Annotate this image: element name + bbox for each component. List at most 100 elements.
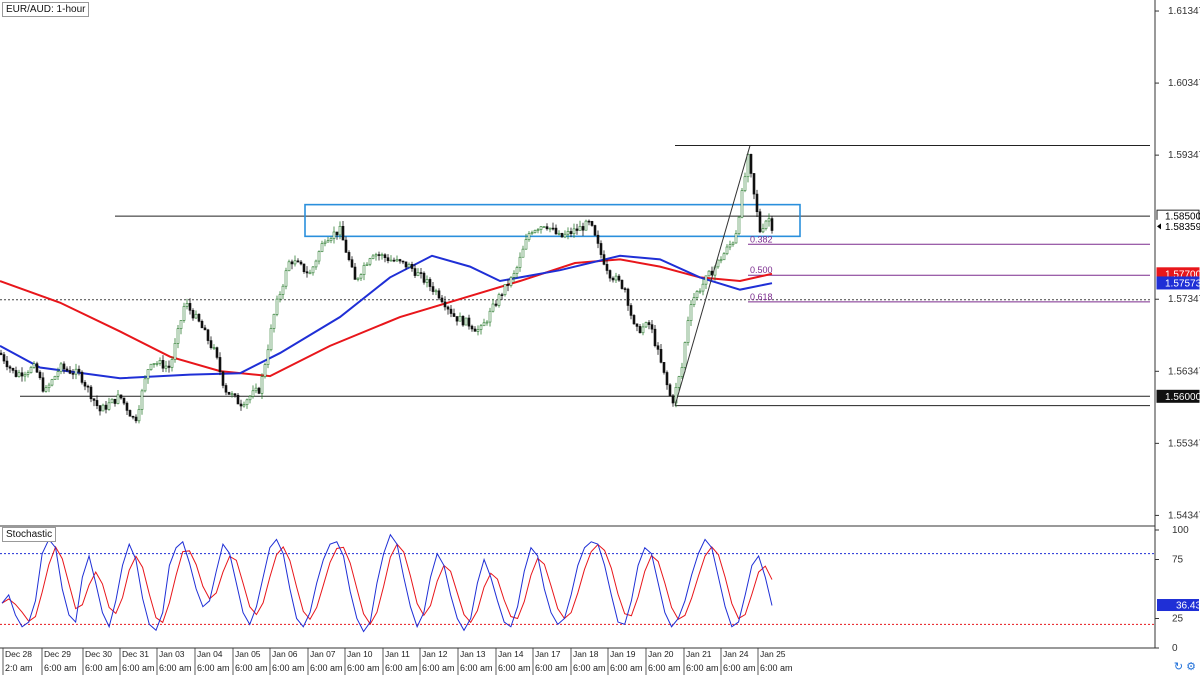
candle-body: [698, 290, 702, 293]
candle-body: [671, 395, 675, 404]
candle-body: [584, 220, 588, 231]
candle-body: [41, 377, 45, 392]
candle-body: [29, 367, 33, 373]
candle-body: [632, 315, 636, 325]
candle-body: [461, 315, 465, 326]
time-label: 6:00 am: [610, 663, 643, 673]
candle-body: [11, 367, 15, 371]
candle-body: [377, 254, 381, 256]
candle-body: [383, 254, 387, 258]
candle-body: [155, 363, 159, 365]
candle-body: [17, 372, 21, 377]
candle-body: [170, 359, 174, 368]
candle-body: [305, 271, 309, 274]
candle-body: [548, 227, 552, 230]
candle-body: [44, 387, 48, 392]
resistance-zone[interactable]: [304, 203, 801, 238]
candle-body: [323, 241, 327, 244]
candle-body: [503, 284, 507, 296]
fibonacci-retracement[interactable]: 0.382 0.500 0.618: [748, 234, 1150, 303]
candle-body: [455, 316, 459, 322]
candle-body: [563, 233, 567, 238]
candle-body: [203, 327, 207, 331]
candle-body: [551, 227, 555, 230]
date-label: Jan 21: [686, 649, 712, 659]
candle-body: [656, 345, 660, 350]
candle-body: [161, 360, 165, 369]
time-label: 6:00 am: [310, 663, 343, 673]
price-tag-label: 1.58359: [1165, 222, 1200, 233]
candle-body: [107, 402, 111, 410]
candle-body: [50, 379, 54, 386]
stochastic-d-line: [1, 543, 773, 625]
candle-body: [545, 226, 549, 230]
candle-body: [677, 376, 681, 388]
current-price-marker: [1157, 223, 1161, 230]
candle-body: [668, 384, 672, 397]
candle-body: [320, 243, 324, 252]
stochastic-k-line: [1, 533, 773, 633]
candle-body: [317, 251, 321, 262]
candle-body: [191, 310, 195, 319]
candle-body: [608, 270, 612, 279]
candle-body: [506, 284, 510, 286]
candle-body: [47, 384, 51, 388]
candle-body: [701, 283, 705, 292]
candle-body: [680, 367, 684, 377]
trend-line[interactable]: [674, 145, 751, 406]
date-label: Jan 12: [422, 649, 448, 659]
slow-ma-line: [0, 258, 773, 378]
candle-body: [665, 372, 669, 386]
stochastic-axis-ticks: 100 75 25 0 36.43: [1155, 525, 1200, 654]
candle-body: [119, 394, 123, 399]
candle-body: [725, 246, 729, 255]
date-label: Jan 25: [760, 649, 786, 659]
candle-body: [299, 261, 303, 265]
candle-body: [221, 371, 225, 386]
candle-body: [602, 254, 606, 265]
candle-body: [638, 326, 642, 334]
time-label: 6:00 am: [347, 663, 380, 673]
candle-body: [518, 256, 522, 268]
date-label: Jan 10: [347, 649, 373, 659]
time-label: 6:00 am: [460, 663, 493, 673]
candle-body: [254, 387, 258, 392]
candle-body: [2, 354, 6, 362]
price-tick-label: 1.59347: [1168, 150, 1200, 161]
candle-body: [542, 226, 546, 228]
candle-body: [491, 303, 495, 312]
price-tag-box: [1156, 276, 1200, 290]
date-label: Jan 24: [723, 649, 749, 659]
price-tag-label: 1.58500: [1165, 212, 1200, 223]
candle-body: [653, 328, 657, 347]
candle-body: [284, 270, 288, 287]
time-label: 6:00 am: [686, 663, 719, 673]
candle-body: [308, 272, 312, 275]
price-tag-label: 1.57700: [1165, 269, 1200, 280]
candle-body: [470, 325, 474, 330]
date-label: Jan 18: [573, 649, 599, 659]
candle-body: [197, 313, 201, 322]
candle-body: [557, 232, 561, 235]
time-label: 6:00 am: [272, 663, 305, 673]
date-label: Jan 04: [197, 649, 223, 659]
candle-body: [458, 315, 462, 322]
candle-body: [98, 405, 102, 412]
chart-settings-icon[interactable]: ↻ ⚙: [1173, 661, 1196, 673]
candle-body: [86, 385, 90, 388]
price-tick-label: 1.55347: [1168, 438, 1200, 449]
candle-body: [218, 357, 222, 373]
date-label: Dec 29: [44, 649, 71, 659]
candle-body: [731, 242, 735, 245]
candle-body: [293, 260, 297, 265]
candle-body: [596, 234, 600, 244]
date-label: Jan 07: [310, 649, 336, 659]
candle-body: [314, 260, 318, 268]
candle-body: [14, 370, 18, 377]
candle-body: [392, 259, 396, 262]
candle-body: [767, 218, 771, 222]
price-tag-label: 1.56000: [1165, 392, 1200, 403]
candle-body: [167, 365, 171, 368]
candle-body: [209, 340, 213, 348]
